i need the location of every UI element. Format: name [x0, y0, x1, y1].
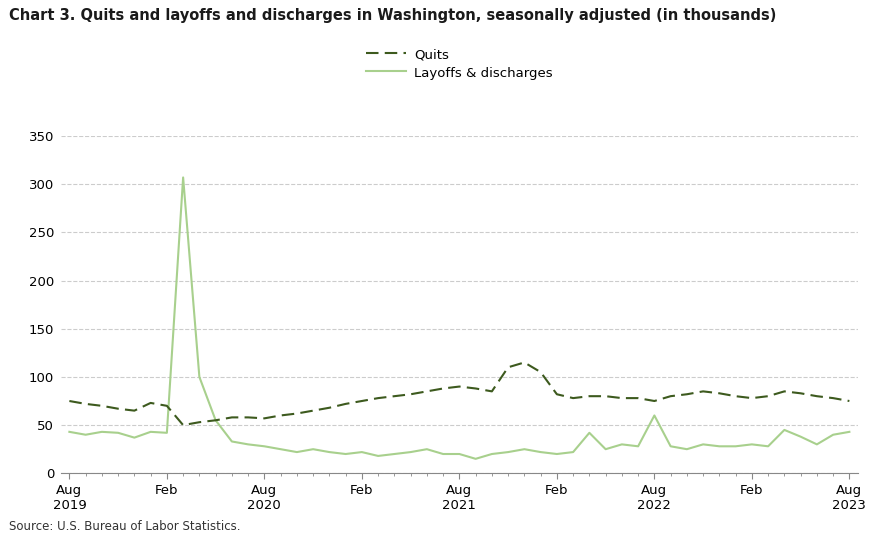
Text: Chart 3. Quits and layoffs and discharges in Washington, seasonally adjusted (in: Chart 3. Quits and layoffs and discharge… [9, 8, 776, 23]
Legend: Quits, Layoffs & discharges: Quits, Layoffs & discharges [367, 48, 552, 79]
Text: Source: U.S. Bureau of Labor Statistics.: Source: U.S. Bureau of Labor Statistics. [9, 520, 241, 533]
